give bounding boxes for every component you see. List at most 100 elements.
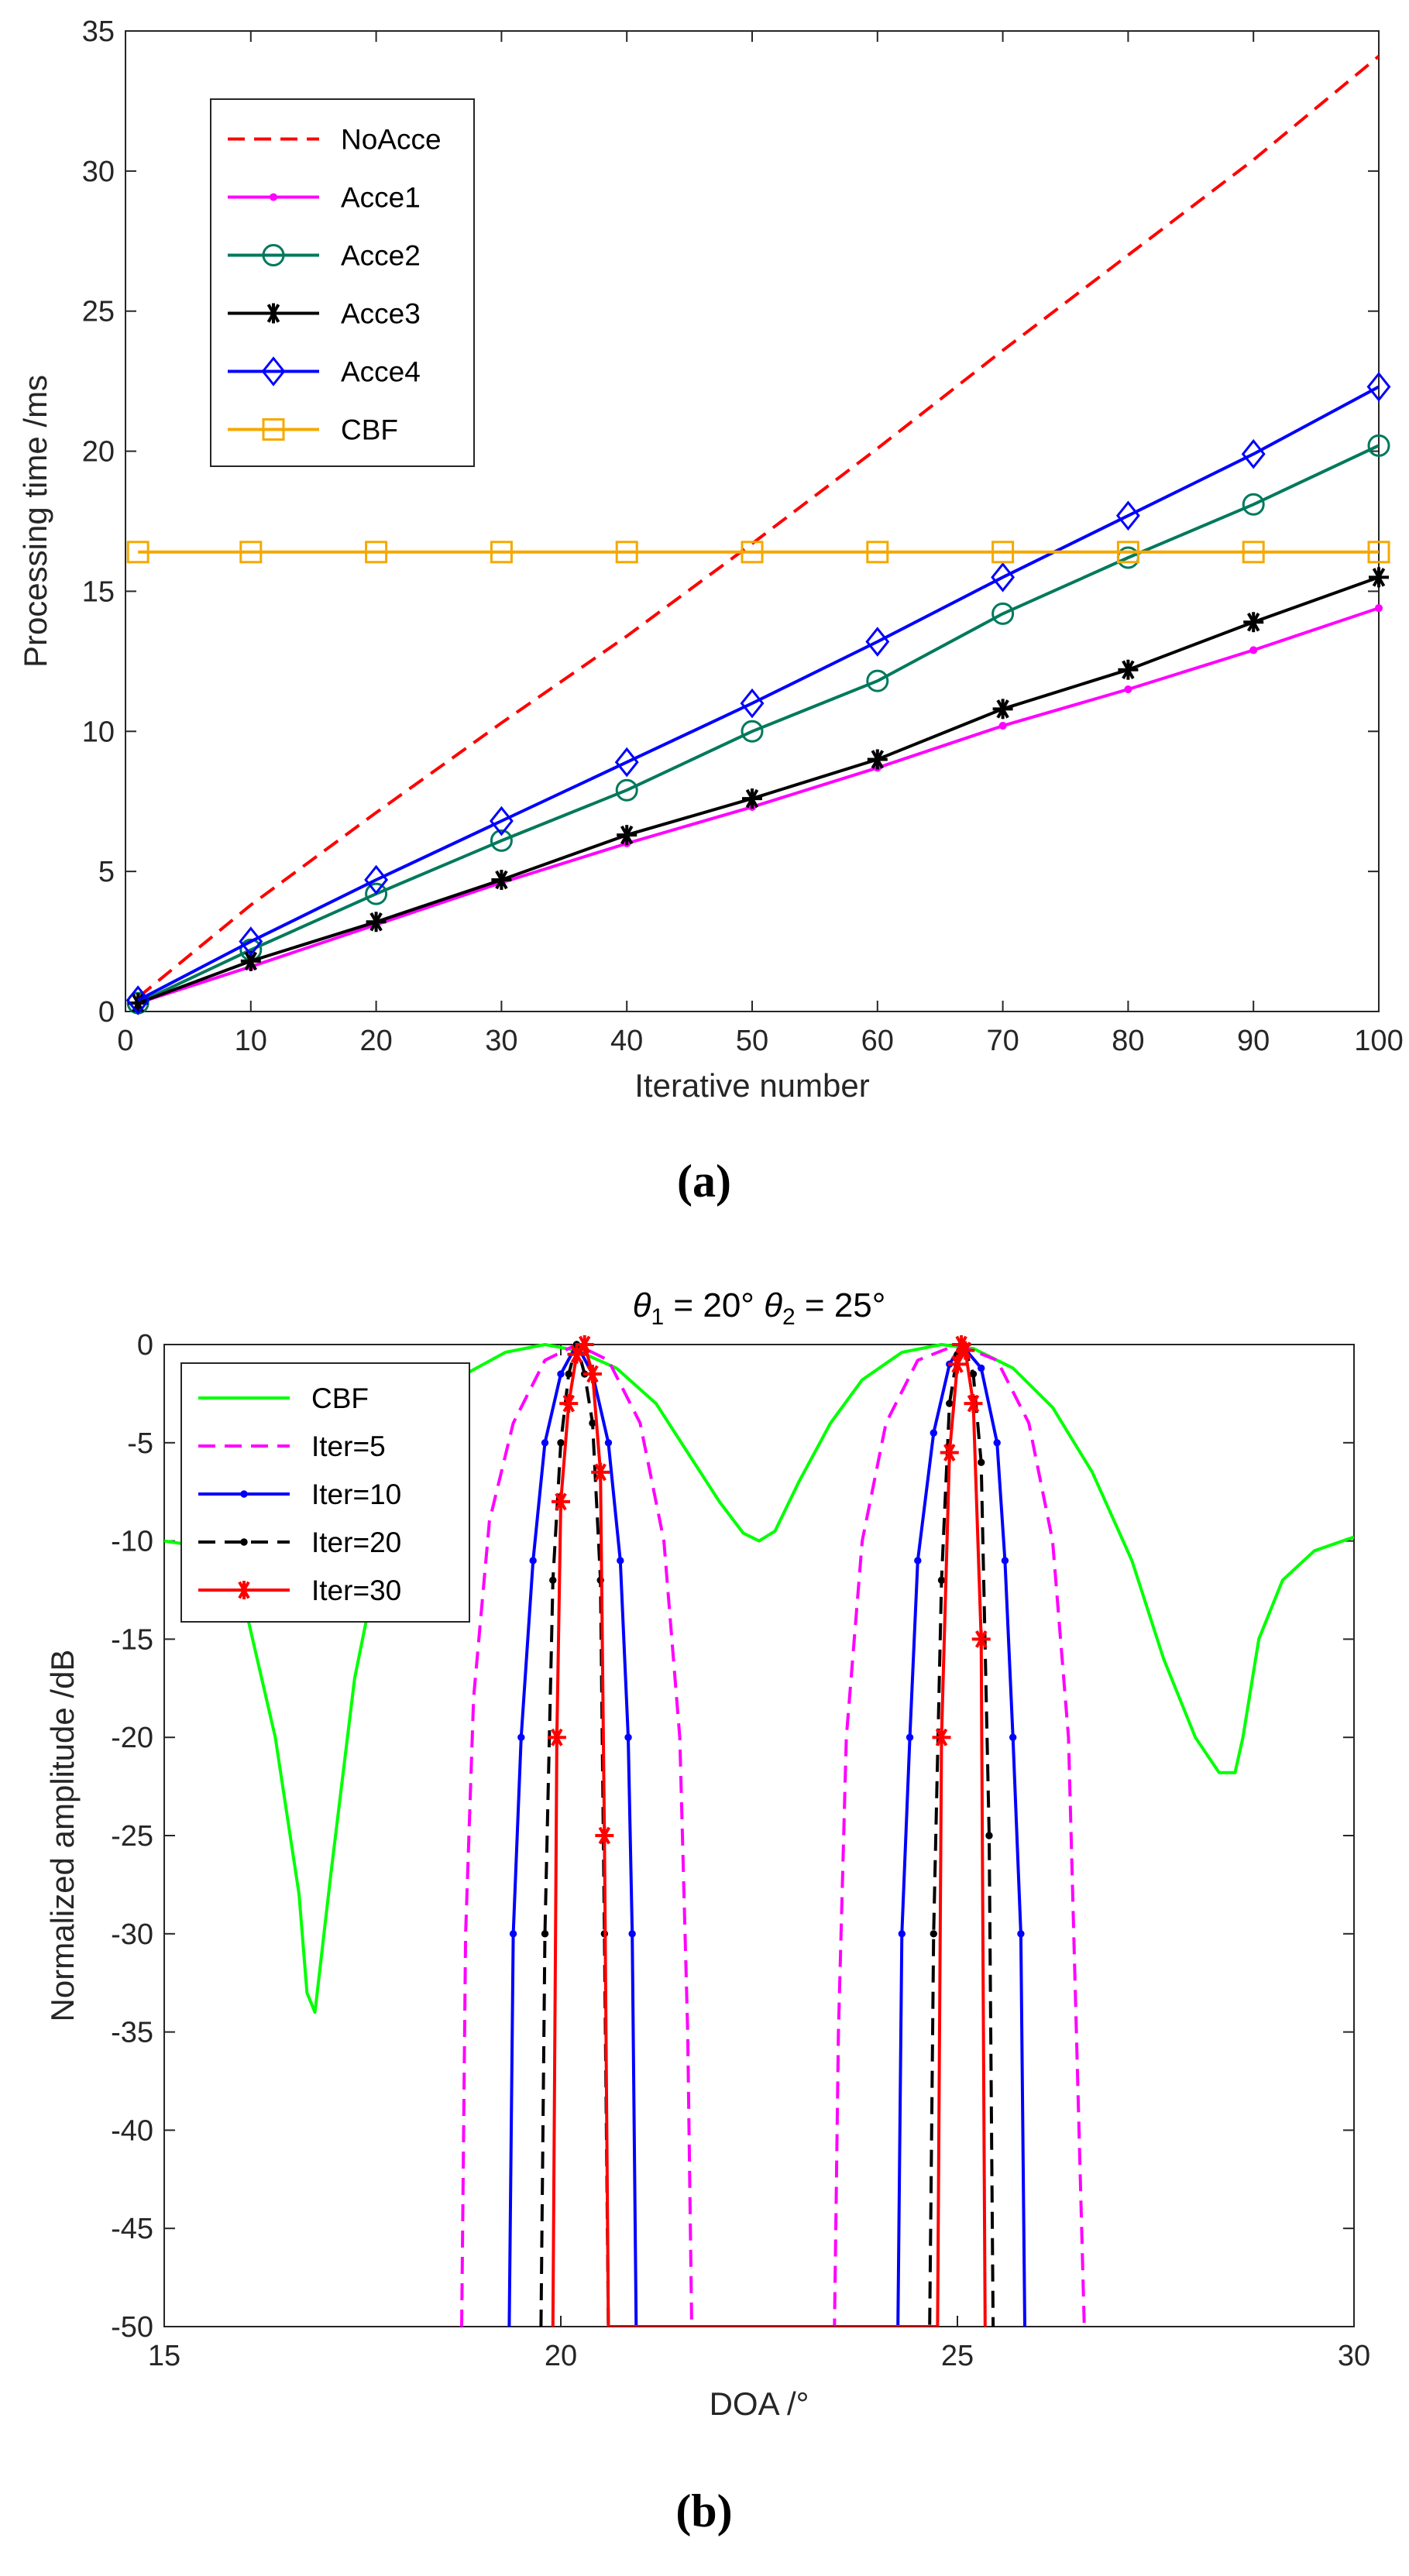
chart-b-point-iter-20	[549, 1576, 557, 1585]
chart-b-legend-entry-iter-5: Iter=5	[198, 1431, 386, 1462]
chart-a-xtick-label: 0	[117, 1025, 133, 1057]
chart-a-point-acce2	[1367, 434, 1390, 457]
chart-a-point-acce3	[366, 912, 387, 933]
chart-b-point-iter-20	[541, 1930, 549, 1938]
chart-b-xtick-label: 15	[148, 2340, 180, 2372]
chart-b-point-iter-10	[604, 1439, 613, 1447]
chart-b-point-iter-30	[583, 1365, 602, 1384]
chart-b-series	[164, 1335, 1354, 2327]
chart-b-legend-marker	[240, 1538, 248, 1546]
chart-a-point-cbf	[991, 541, 1015, 564]
chart-a-xtick-label: 100	[1354, 1025, 1403, 1057]
chart-a-point-acce1	[1374, 604, 1383, 613]
chart-a-point-cbf	[1242, 541, 1265, 564]
chart-a-point-acce4	[1366, 372, 1391, 402]
chart-a-ytick-label: 10	[82, 716, 115, 748]
chart-a-legend-marker	[263, 303, 284, 324]
chart-a-point-acce3	[1118, 659, 1139, 680]
chart-b-legend-label: Iter=5	[311, 1431, 386, 1462]
chart-a-legend-entry-cbf: CBF	[228, 414, 398, 446]
chart-a-point-cbf	[490, 541, 513, 564]
chart-b-point-iter-10	[978, 1364, 985, 1372]
chart-a-ytick-label: 5	[98, 856, 115, 888]
chart-a-point-cbf	[1116, 541, 1139, 564]
chart-a-point-acce2	[490, 829, 513, 852]
chart-b-point-iter-30	[552, 1492, 570, 1511]
chart-a-legend-label: NoAcce	[341, 124, 442, 156]
chart-a-point-acce3	[1369, 567, 1389, 588]
chart-b-normalized-amplitude: 15 20 25 30 0 -5 -10 -15 -20 -25 -30 -35 -40 -45 -50 C…	[44, 1286, 1370, 2422]
chart-b-point-iter-10	[1017, 1930, 1025, 1938]
chart-b-point-iter-20	[557, 1439, 565, 1447]
chart-b-point-iter-10	[557, 1370, 565, 1378]
chart-b-point-iter-10	[509, 1930, 517, 1938]
chart-b-ytick-label: -50	[111, 2311, 153, 2344]
chart-b-point-iter-20	[985, 1832, 993, 1839]
chart-b-point-iter-30	[932, 1728, 951, 1747]
chart-b-point-iter-10	[624, 1733, 632, 1741]
chart-a-legend-label: Acce4	[341, 356, 421, 388]
chart-a-xtick-label: 70	[986, 1025, 1019, 1057]
chart-a-point-acce4	[125, 985, 150, 1015]
chart-b-title-sub1: 1	[651, 1304, 665, 1330]
chart-a-legend-entry-acce1: Acce1	[228, 182, 421, 214]
chart-a-ticks: 0 10 20 30 40 50 60 70 80 90 100 0 5 10 15 20 25 30 35	[82, 15, 1404, 1057]
chart-a-point-cbf	[615, 541, 638, 564]
chart-b-point-iter-30	[964, 1394, 983, 1413]
chart-a-point-acce4	[239, 926, 263, 957]
chart-a-xtick-label: 90	[1237, 1025, 1270, 1057]
chart-b-point-iter-20	[930, 1930, 937, 1938]
chart-a-line-noacce	[136, 55, 1379, 999]
chart-b-ytick-label: 0	[137, 1329, 153, 1362]
chart-b-title-theta2: θ	[764, 1286, 782, 1324]
chart-b-line-iter-10	[507, 1343, 1026, 2327]
chart-a-point-acce3	[491, 869, 512, 890]
chart-b-point-iter-20	[565, 1370, 572, 1378]
chart-b-legend-marker	[235, 1581, 253, 1599]
chart-b-ytick-label: -5	[127, 1427, 153, 1460]
chart-a-point-acce4	[1115, 500, 1140, 531]
chart-a-xtick-label: 20	[359, 1025, 392, 1057]
chart-a-point-cbf	[126, 541, 149, 564]
chart-b-ytick-label: -25	[111, 1820, 153, 1853]
chart-b-legend-marker	[240, 1490, 248, 1498]
chart-a-series-noacce	[136, 55, 1379, 999]
chart-a-line-acce4	[137, 385, 1379, 1002]
chart-b-point-iter-20	[946, 1400, 954, 1407]
chart-b-series-iter-10	[507, 1341, 1026, 2327]
chart-b-title: θ1 = 20° θ2 = 25°	[633, 1286, 886, 1330]
chart-b-point-iter-10	[628, 1930, 636, 1938]
chart-b-series-cbf	[164, 1343, 1354, 2014]
chart-b-point-iter-30	[591, 1462, 610, 1482]
chart-a-ytick-label: 30	[82, 156, 115, 188]
chart-a-processing-time: 0 10 20 30 40 50 60 70 80 90 100 0 5 10 15 20 25 30 35 NoA…	[17, 15, 1404, 1104]
chart-b-point-iter-30	[559, 1394, 579, 1413]
chart-a-legend-entry-acce4: Acce4	[228, 356, 421, 388]
chart-a-point-acce4	[364, 864, 389, 895]
chart-b-point-iter-20	[978, 1458, 985, 1466]
chart-a-legend-marker	[262, 418, 285, 441]
chart-a-point-acce4	[489, 805, 514, 836]
chart-b-point-iter-30	[567, 1345, 586, 1364]
chart-b-ytick-label: -15	[111, 1623, 153, 1656]
chart-b-point-iter-30	[940, 1443, 959, 1462]
chart-a-point-acce3	[742, 788, 762, 809]
chart-b-legend-entry-iter-10: Iter=10	[198, 1479, 401, 1510]
chart-b-line-cbf	[164, 1343, 1354, 2014]
chart-a-point-acce2	[365, 882, 388, 905]
chart-a-point-acce3	[1243, 612, 1264, 633]
chart-a-legend-label: CBF	[341, 414, 398, 446]
chart-a-legend-marker	[262, 244, 285, 266]
chart-b-point-iter-30	[547, 1728, 566, 1747]
chart-b-legend-label: CBF	[311, 1382, 369, 1414]
chart-a-point-acce3	[992, 699, 1013, 720]
chart-a-point-acce4	[614, 747, 639, 778]
chart-a-legend-label: Acce2	[341, 240, 421, 272]
chart-b-xlabel: DOA /°	[710, 2385, 809, 2422]
chart-b-xtick-label: 20	[545, 2340, 577, 2372]
chart-a-series	[125, 55, 1391, 1015]
chart-a-xtick-label: 50	[736, 1025, 768, 1057]
chart-b-point-iter-30	[575, 1335, 594, 1354]
chart-b-title-sub2: 2	[782, 1304, 796, 1330]
panel-label-b: (b)	[675, 2485, 732, 2537]
